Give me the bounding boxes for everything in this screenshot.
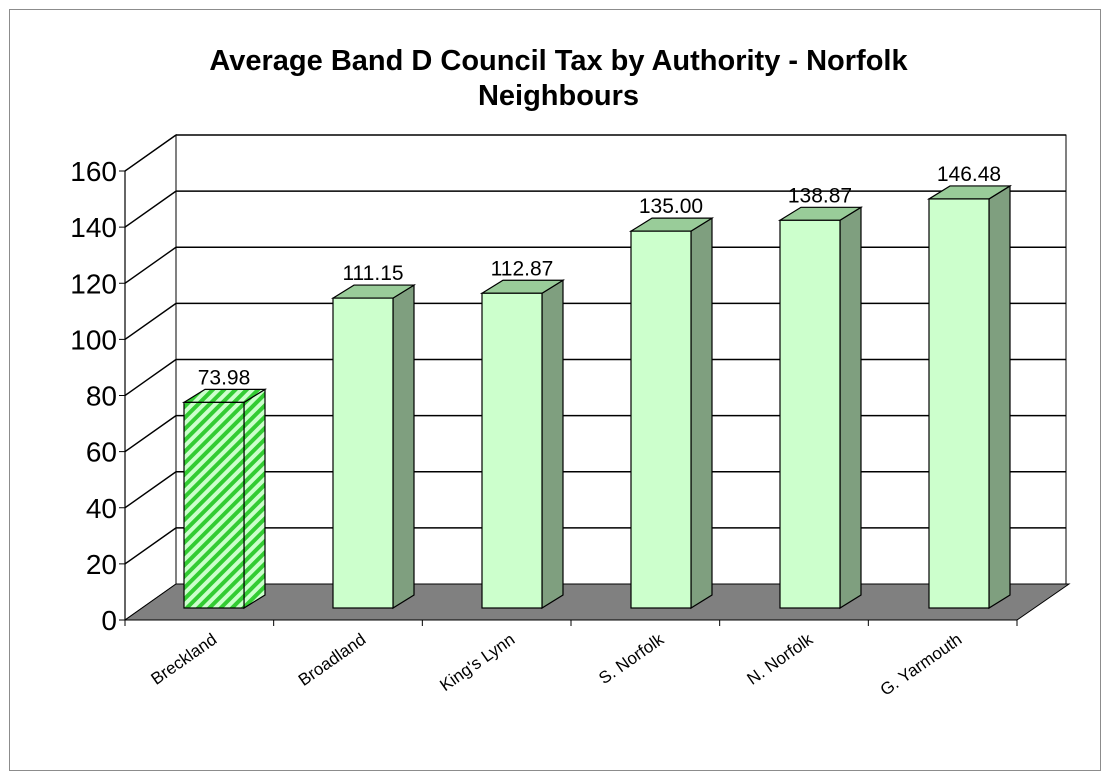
data-label: 112.87 bbox=[491, 257, 554, 280]
category-label: G. Yarmouth bbox=[877, 630, 966, 700]
y-tick-label: 40 bbox=[86, 493, 117, 524]
bar-front bbox=[481, 292, 543, 609]
bar-side bbox=[243, 388, 266, 610]
bar-front bbox=[332, 297, 394, 609]
y-tick-label: 60 bbox=[86, 437, 117, 468]
category-label: S. Norfolk bbox=[595, 629, 667, 688]
gridline-side bbox=[124, 415, 177, 453]
plot-walls bbox=[124, 134, 1067, 621]
y-axis bbox=[119, 170, 1018, 626]
bar-side bbox=[839, 206, 862, 610]
gridlines bbox=[124, 134, 1066, 565]
y-tick-label: 160 bbox=[70, 156, 117, 187]
bar-front bbox=[630, 230, 692, 609]
gridline-side bbox=[124, 527, 177, 565]
chart-title: Average Band D Council Tax by Authority … bbox=[0, 44, 1107, 114]
bar-g-yarmouth bbox=[926, 184, 1013, 610]
bar-front bbox=[183, 401, 245, 609]
gridline-side bbox=[124, 246, 177, 284]
category-label: King's Lynn bbox=[436, 630, 518, 695]
bar-s-norfolk bbox=[628, 217, 715, 610]
y-tick-label: 120 bbox=[70, 268, 117, 299]
floor bbox=[123, 583, 1071, 621]
gridline-side bbox=[124, 190, 177, 228]
y-tick-label: 80 bbox=[86, 381, 117, 412]
data-labels: 73.98 111.15 112.87 135.00 138.87 146.48 bbox=[198, 163, 1001, 389]
data-label: 135.00 bbox=[639, 195, 703, 218]
bar-side bbox=[541, 279, 564, 610]
bar-side bbox=[988, 184, 1011, 610]
y-tick-label: 100 bbox=[70, 324, 117, 355]
bar-king-s-lynn bbox=[479, 279, 566, 610]
category-label: Broadland bbox=[295, 630, 369, 690]
plot-floor bbox=[123, 583, 1071, 621]
bar-broadland bbox=[330, 284, 417, 610]
bar-front bbox=[779, 219, 841, 609]
gridline-side bbox=[124, 134, 177, 172]
bar-n-norfolk bbox=[777, 206, 864, 610]
category-label: N. Norfolk bbox=[743, 629, 816, 688]
data-label: 146.48 bbox=[937, 163, 1001, 186]
category-label: Breckland bbox=[147, 630, 220, 689]
chart-title-line-1: Average Band D Council Tax by Authority … bbox=[209, 45, 908, 77]
bar-side bbox=[690, 217, 713, 610]
data-label: 138.87 bbox=[788, 184, 852, 207]
data-label: 73.98 bbox=[198, 366, 251, 389]
y-tick-label: 0 bbox=[101, 605, 117, 636]
y-tick-label: 140 bbox=[70, 212, 117, 243]
y-tick-label: 20 bbox=[86, 549, 117, 580]
gridline-side bbox=[124, 358, 177, 397]
chart-title-line-2: Neighbours bbox=[477, 80, 640, 112]
y-tick-labels: 0 20 40 60 80 100 120 140 160 bbox=[70, 156, 117, 636]
gridline-side bbox=[124, 471, 177, 509]
bar-front bbox=[928, 198, 990, 609]
data-label: 111.15 bbox=[342, 262, 403, 285]
bar-breckland bbox=[181, 388, 268, 610]
bars bbox=[181, 184, 1013, 610]
gridline-side bbox=[124, 302, 177, 340]
category-labels: Breckland Broadland King's Lynn S. Norfolk N… bbox=[147, 629, 965, 699]
bar-side bbox=[392, 284, 415, 610]
